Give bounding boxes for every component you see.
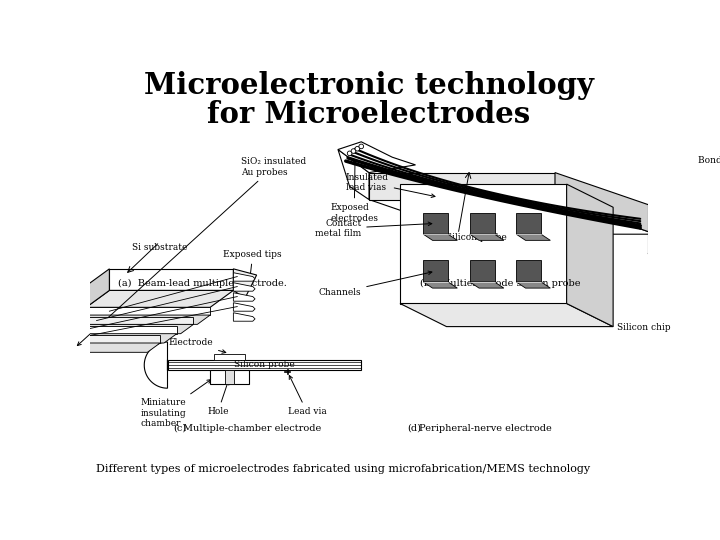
Polygon shape xyxy=(60,325,194,334)
Text: Exposed tips: Exposed tips xyxy=(223,249,282,284)
Polygon shape xyxy=(233,283,255,291)
Text: Exposed
electrodes: Exposed electrodes xyxy=(330,161,378,223)
Text: Electrode: Electrode xyxy=(168,338,226,353)
Text: Miniature
insulating
chamber: Miniature insulating chamber xyxy=(140,380,211,428)
Polygon shape xyxy=(400,184,567,303)
Polygon shape xyxy=(423,234,457,240)
Text: Channels: Channels xyxy=(319,271,432,297)
Text: Bonding pads: Bonding pads xyxy=(698,156,720,165)
Polygon shape xyxy=(648,204,683,253)
Circle shape xyxy=(359,144,364,148)
Polygon shape xyxy=(469,282,504,288)
Text: Lead via: Lead via xyxy=(287,375,326,416)
Text: Silicon probe: Silicon probe xyxy=(234,360,294,369)
Polygon shape xyxy=(516,260,541,282)
Text: Peripheral-nerve electrode: Peripheral-nerve electrode xyxy=(419,423,552,433)
Polygon shape xyxy=(233,273,255,281)
Polygon shape xyxy=(233,269,256,298)
Polygon shape xyxy=(516,282,550,288)
Text: (d): (d) xyxy=(408,423,422,433)
Polygon shape xyxy=(369,200,656,234)
Polygon shape xyxy=(338,150,369,200)
Polygon shape xyxy=(469,260,495,282)
Polygon shape xyxy=(469,213,495,234)
Polygon shape xyxy=(233,313,255,321)
FancyBboxPatch shape xyxy=(650,210,679,215)
Polygon shape xyxy=(210,370,249,384)
Polygon shape xyxy=(423,282,457,288)
Polygon shape xyxy=(567,184,613,327)
Polygon shape xyxy=(86,269,109,307)
Circle shape xyxy=(347,151,352,156)
Polygon shape xyxy=(423,213,448,234)
Polygon shape xyxy=(423,260,448,282)
Text: Si substrate: Si substrate xyxy=(132,244,187,252)
Polygon shape xyxy=(225,370,234,384)
FancyBboxPatch shape xyxy=(650,226,679,232)
Text: Multiple-chamber electrode: Multiple-chamber electrode xyxy=(183,423,321,433)
Polygon shape xyxy=(400,303,613,327)
Polygon shape xyxy=(233,293,255,301)
Text: Microelectronic technology: Microelectronic technology xyxy=(144,71,594,100)
Polygon shape xyxy=(73,315,210,325)
Polygon shape xyxy=(648,253,695,261)
FancyBboxPatch shape xyxy=(650,244,679,249)
Text: Insulated
lead vias: Insulated lead vias xyxy=(346,173,435,198)
Text: SiO₂ insulated
Au probes: SiO₂ insulated Au probes xyxy=(77,157,306,346)
Polygon shape xyxy=(214,354,245,360)
Text: Different types of microelectrodes fabricated using microfabrication/MEMS techno: Different types of microelectrodes fabri… xyxy=(96,464,590,474)
Polygon shape xyxy=(109,269,233,291)
Polygon shape xyxy=(48,335,160,343)
Text: Silicon probe: Silicon probe xyxy=(446,233,508,242)
Polygon shape xyxy=(73,316,194,325)
Text: Silicon chip: Silicon chip xyxy=(617,323,670,332)
Circle shape xyxy=(355,146,360,151)
Polygon shape xyxy=(48,334,177,343)
Text: (b)  Multielectrode silicon probe: (b) Multielectrode silicon probe xyxy=(420,279,581,288)
FancyBboxPatch shape xyxy=(650,235,679,240)
Polygon shape xyxy=(516,234,550,240)
Polygon shape xyxy=(86,291,233,307)
Text: (c): (c) xyxy=(174,423,187,433)
Polygon shape xyxy=(469,234,504,240)
Polygon shape xyxy=(60,326,177,334)
Text: Contact
metal film: Contact metal film xyxy=(315,219,432,238)
FancyBboxPatch shape xyxy=(650,218,679,224)
Text: (a)  Beam-lead multiple electrode.: (a) Beam-lead multiple electrode. xyxy=(118,279,287,288)
Polygon shape xyxy=(233,303,255,311)
Circle shape xyxy=(351,148,356,153)
Polygon shape xyxy=(144,342,168,388)
Text: Hole: Hole xyxy=(207,381,229,416)
Polygon shape xyxy=(516,213,541,234)
Polygon shape xyxy=(555,173,656,234)
Polygon shape xyxy=(35,343,160,352)
Polygon shape xyxy=(86,307,210,315)
Polygon shape xyxy=(338,142,415,173)
Text: for Microelectrodes: for Microelectrodes xyxy=(207,100,531,129)
Polygon shape xyxy=(168,360,361,370)
Polygon shape xyxy=(369,173,555,200)
